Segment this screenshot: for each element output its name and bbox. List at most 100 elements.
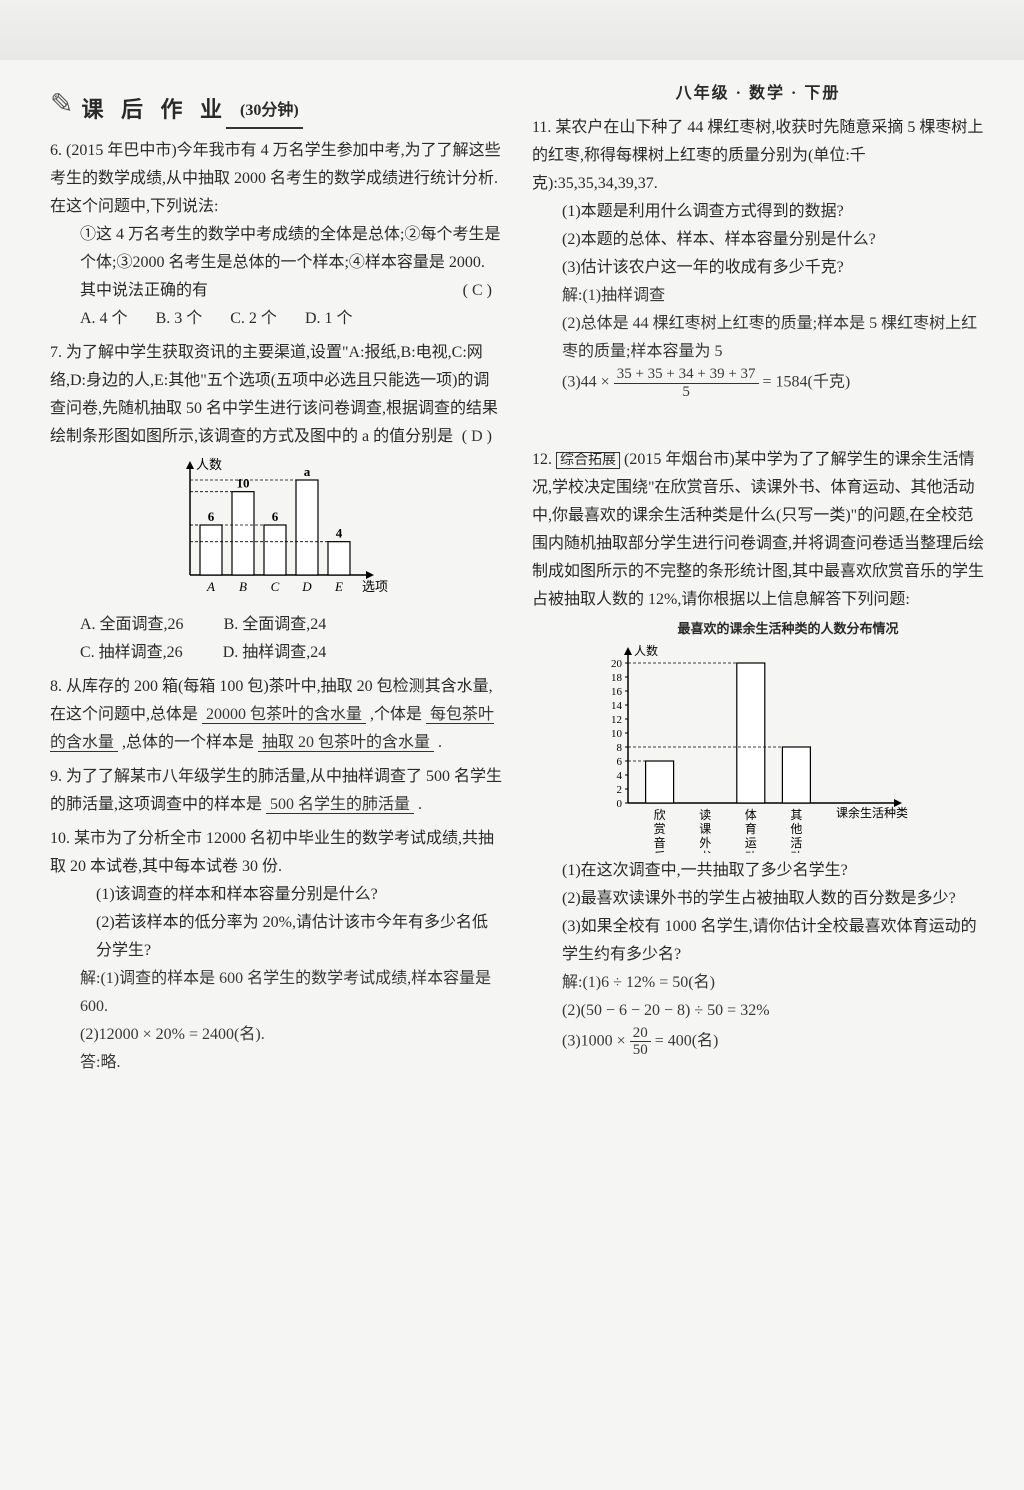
svg-text:10: 10 (611, 728, 623, 740)
svg-text:他: 他 (790, 822, 802, 836)
q12-sol3b: = 400(名) (655, 1032, 719, 1049)
q11-frac-den: 5 (614, 384, 759, 401)
q12-chart-title: 最喜欢的课余生活种类的人数分布情况 (592, 618, 984, 641)
svg-text:10: 10 (237, 476, 250, 491)
svg-text:其: 其 (790, 808, 802, 822)
svg-text:0: 0 (617, 798, 623, 810)
q7-optC: C. 抽样调查,26 (80, 639, 183, 667)
q7-answer-paren: ( D ) (462, 423, 502, 451)
q12-num: 12. (532, 451, 552, 468)
question-10: 10. 某市为了分析全市 12000 名初中毕业生的数学考试成绩,共抽取 20 … (50, 825, 502, 1077)
q6-optA: A. 4 个 (80, 305, 128, 333)
page-header: 八年级 · 数学 · 下册 (532, 80, 984, 108)
q12-fraction: 20 50 (630, 1025, 651, 1059)
q7-optB: B. 全面调查,24 (224, 611, 327, 639)
svg-text:课: 课 (699, 822, 711, 836)
q8-a1: 20000 包茶叶的含水量 (202, 706, 366, 724)
right-column: 八年级 · 数学 · 下册 11. 某农户在山下种了 44 棵红枣树,收获时先随… (532, 80, 984, 1083)
q7-opts-row2: C. 抽样调查,26 D. 抽样调查,24 (50, 639, 502, 667)
svg-text:运: 运 (745, 836, 757, 850)
q12-sol3a: (3)1000 × (562, 1032, 626, 1049)
svg-text:音: 音 (654, 835, 666, 850)
svg-text:乐: 乐 (654, 850, 666, 853)
section-header: ✎ 课 后 作 业 (30分钟) (50, 80, 502, 129)
question-12: 12. 综合拓展 (2015 年烟台市)某中学为了了解学生的课余生活情况,学校决… (532, 446, 984, 1059)
q7-bar-chart: 人数选项6A10B6CaD4E (160, 455, 390, 605)
q6-statements: ①这 4 万名考生的数学中考成绩的全体是总体;②每个考生是个体;③2000 名考… (50, 221, 502, 277)
q8-t4: . (438, 734, 442, 751)
top-gradient-band (0, 0, 1024, 60)
q6-optB: B. 3 个 (156, 305, 203, 333)
svg-text:6: 6 (272, 509, 279, 524)
left-column: ✎ 课 后 作 业 (30分钟) 6. (2015 年巴中市)今年我市有 4 万… (50, 80, 502, 1083)
svg-text:育: 育 (745, 821, 757, 836)
svg-text:外: 外 (699, 836, 711, 850)
svg-text:18: 18 (611, 672, 623, 684)
q12-s2: (2)最喜欢读课外书的学生占被抽取人数的百分数是多少? (532, 885, 984, 913)
q6-stem-row: 其中说法正确的有 ( C ) (50, 277, 502, 305)
q6-optC: C. 2 个 (230, 305, 277, 333)
svg-text:人数: 人数 (634, 643, 658, 658)
q7-optD: D. 抽样调查,24 (223, 639, 327, 667)
section-title: 课 后 作 业 (81, 91, 228, 130)
svg-text:B: B (239, 579, 247, 594)
q10-sol2: (2)12000 × 20% = 2400(名). (50, 1021, 502, 1049)
svg-text:A: A (206, 579, 215, 594)
svg-text:16: 16 (611, 686, 623, 698)
svg-text:动: 动 (790, 850, 802, 853)
q10-t1: 某市为了分析全市 12000 名初中毕业生的数学考试成绩,共抽取 20 本试卷,… (50, 830, 494, 875)
q9-num: 9. (50, 768, 62, 785)
svg-text:14: 14 (611, 700, 623, 712)
q11-s1: (1)本题是利用什么调查方式得到的数据? (532, 198, 984, 226)
q10-sol1: 解:(1)调查的样本是 600 名学生的数学考试成绩,样本容量是 600. (50, 965, 502, 1021)
question-6: 6. (2015 年巴中市)今年我市有 4 万名学生参加中考,为了了解这些考生的… (50, 137, 502, 333)
svg-text:2: 2 (617, 784, 623, 796)
q12-prefix: (2015 年烟台市) (624, 451, 735, 468)
svg-text:体: 体 (745, 808, 757, 822)
svg-text:欣: 欣 (654, 808, 666, 822)
q7-optA: A. 全面调查,26 (80, 611, 184, 639)
q7-opts-row1: A. 全面调查,26 B. 全面调查,24 (50, 611, 502, 639)
q12-bar-chart: 人数课余生活种类02468101214161820欣赏音乐读课外书体育运动其他活… (592, 643, 932, 853)
q6-optD: D. 1 个 (305, 305, 353, 333)
q11-t1: 某农户在山下种了 44 棵红枣树,收获时先随意采摘 5 棵枣树上的红枣,称得每棵… (532, 119, 983, 192)
q6-answer: C (472, 282, 483, 299)
svg-text:20: 20 (611, 658, 623, 670)
svg-text:读: 读 (699, 808, 711, 822)
q12-s1: (1)在这次调查中,一共抽取了多少名学生? (532, 857, 984, 885)
q12-sol2: (2)(50 − 6 − 20 − 8) ÷ 50 = 32% (532, 997, 984, 1025)
svg-text:6: 6 (208, 509, 215, 524)
q9-t2: . (418, 796, 422, 813)
svg-text:4: 4 (617, 770, 623, 782)
svg-text:动: 动 (745, 850, 757, 853)
q12-sol1: 解:(1)6 ÷ 12% = 50(名) (532, 969, 984, 997)
q11-sol2: (2)总体是 44 棵红枣树上红枣的质量;样本是 5 棵红枣树上红枣的质量;样本… (532, 310, 984, 366)
q8-t2: ,个体是 (370, 706, 422, 723)
q6-num: 6. (50, 142, 62, 159)
q11-frac-num: 35 + 35 + 34 + 39 + 37 (614, 366, 759, 384)
q11-sol3: (3)44 × 35 + 35 + 34 + 39 + 37 5 = 1584(… (532, 366, 984, 400)
svg-text:E: E (334, 579, 343, 594)
q8-t3: ,总体的一个样本是 (122, 734, 254, 751)
question-11: 11. 某农户在山下种了 44 棵红枣树,收获时先随意采摘 5 棵枣树上的红枣,… (532, 114, 984, 400)
q11-sol3a: (3)44 × (562, 374, 610, 391)
q7-text: 为了解中学生获取资讯的主要渠道,设置"A:报纸,B:电视,C:网络,D:身边的人… (50, 344, 498, 445)
svg-text:赏: 赏 (654, 822, 666, 836)
svg-text:书: 书 (699, 850, 711, 853)
q11-s3: (3)估计该农户这一年的收成有多少千克? (532, 254, 984, 282)
q12-frac-num: 20 (630, 1025, 651, 1043)
q8-num: 8. (50, 678, 62, 695)
svg-text:选项: 选项 (362, 579, 388, 594)
q10-s1: (1)该调查的样本和样本容量分别是什么? (50, 881, 502, 909)
q11-sol3b: = 1584(千克) (763, 374, 851, 391)
svg-text:6: 6 (617, 756, 623, 768)
q7-num: 7. (50, 344, 62, 361)
q12-t1: 某中学为了了解学生的课余生活情况,学校决定围绕"在欣赏音乐、读课外书、体育运动、… (532, 451, 984, 608)
svg-text:课余生活种类: 课余生活种类 (836, 805, 908, 820)
q10-sol3: 答:略. (50, 1049, 502, 1077)
q12-chart-wrap: 最喜欢的课余生活种类的人数分布情况 人数课余生活种类02468101214161… (532, 618, 984, 853)
q6-prefix: (2015 年巴中市) (66, 142, 177, 159)
spacer (532, 406, 984, 446)
q12-frac-den: 50 (630, 1042, 651, 1059)
q10-num: 10. (50, 830, 70, 847)
